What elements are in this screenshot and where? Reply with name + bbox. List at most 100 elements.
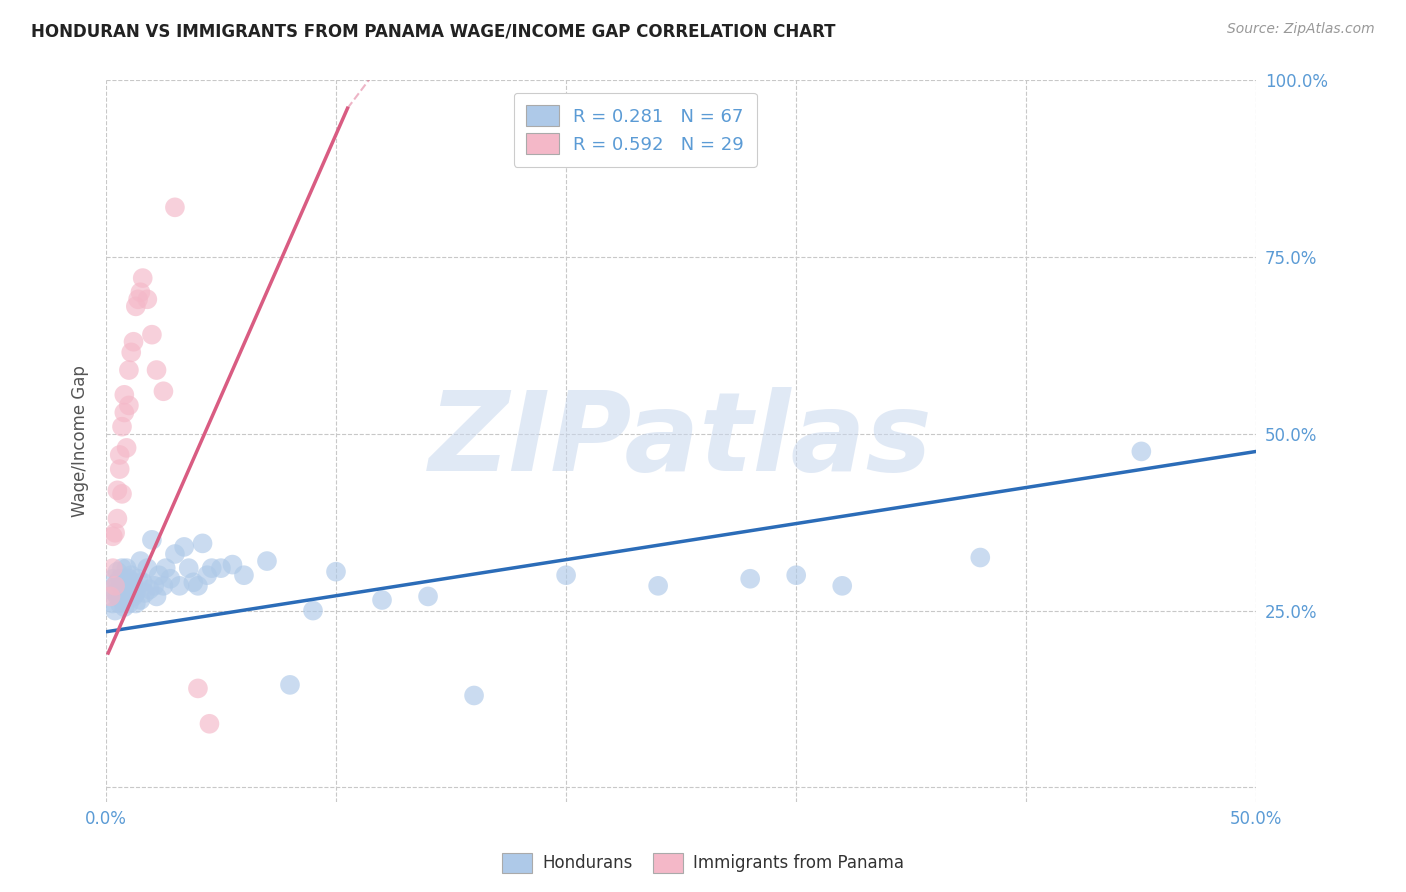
Point xyxy=(129,285,152,300)
Point xyxy=(104,586,127,600)
Text: HONDURAN VS IMMIGRANTS FROM PANAMA WAGE/INCOME GAP CORRELATION CHART: HONDURAN VS IMMIGRANTS FROM PANAMA WAGE/… xyxy=(31,22,835,40)
Point xyxy=(163,200,186,214)
Point xyxy=(120,568,142,582)
Point xyxy=(256,554,278,568)
Point xyxy=(132,575,155,590)
Text: ZIPatlas: ZIPatlas xyxy=(429,387,934,494)
Y-axis label: Wage/Income Gap: Wage/Income Gap xyxy=(72,365,89,516)
Point xyxy=(233,568,256,582)
Point xyxy=(112,586,135,600)
Point xyxy=(115,561,138,575)
Point xyxy=(195,568,218,582)
Point xyxy=(118,597,141,611)
Point xyxy=(463,689,485,703)
Point xyxy=(125,597,148,611)
Point xyxy=(122,575,145,590)
Point xyxy=(173,540,195,554)
Point xyxy=(118,363,141,377)
Point xyxy=(112,405,135,419)
Point xyxy=(647,579,669,593)
Point xyxy=(555,568,578,582)
Point xyxy=(115,590,138,604)
Point xyxy=(141,327,163,342)
Point xyxy=(148,568,170,582)
Point xyxy=(120,586,142,600)
Point xyxy=(101,597,124,611)
Point xyxy=(107,575,129,590)
Point xyxy=(107,590,129,604)
Point xyxy=(101,561,124,575)
Point xyxy=(118,572,141,586)
Point xyxy=(145,363,167,377)
Point xyxy=(122,590,145,604)
Point xyxy=(134,586,156,600)
Point xyxy=(107,511,129,525)
Text: Source: ZipAtlas.com: Source: ZipAtlas.com xyxy=(1227,22,1375,37)
Point xyxy=(108,572,131,586)
Point xyxy=(132,271,155,285)
Point xyxy=(111,593,134,607)
Point xyxy=(169,579,191,593)
Point xyxy=(159,572,181,586)
Point xyxy=(136,293,159,307)
Legend: R = 0.281   N = 67, R = 0.592   N = 29: R = 0.281 N = 67, R = 0.592 N = 29 xyxy=(513,93,756,167)
Point xyxy=(136,561,159,575)
Point xyxy=(115,441,138,455)
Point xyxy=(325,565,347,579)
Point xyxy=(129,554,152,568)
Point xyxy=(107,483,129,498)
Point xyxy=(201,561,224,575)
Point xyxy=(100,582,122,597)
Point xyxy=(138,582,160,597)
Point xyxy=(371,593,394,607)
Point xyxy=(111,582,134,597)
Point xyxy=(152,384,174,399)
Point xyxy=(785,568,807,582)
Point xyxy=(111,419,134,434)
Point xyxy=(221,558,243,572)
Point xyxy=(141,533,163,547)
Point xyxy=(163,547,186,561)
Point xyxy=(104,579,127,593)
Point xyxy=(112,575,135,590)
Point xyxy=(187,681,209,696)
Point xyxy=(198,716,221,731)
Point xyxy=(111,487,134,501)
Point xyxy=(183,575,205,590)
Point xyxy=(120,345,142,359)
Point xyxy=(111,561,134,575)
Point xyxy=(108,448,131,462)
Point xyxy=(101,529,124,543)
Point xyxy=(112,388,135,402)
Point xyxy=(143,579,166,593)
Point xyxy=(104,604,127,618)
Point xyxy=(177,561,200,575)
Point xyxy=(187,579,209,593)
Point xyxy=(118,399,141,413)
Point xyxy=(107,565,129,579)
Point xyxy=(108,597,131,611)
Point xyxy=(108,462,131,476)
Point xyxy=(831,579,853,593)
Point xyxy=(112,600,135,615)
Point xyxy=(118,582,141,597)
Point xyxy=(101,572,124,586)
Point xyxy=(278,678,301,692)
Point xyxy=(127,572,149,586)
Point xyxy=(145,590,167,604)
Point xyxy=(416,590,439,604)
Point xyxy=(125,586,148,600)
Point xyxy=(969,550,991,565)
Point xyxy=(129,593,152,607)
Point xyxy=(152,579,174,593)
Point xyxy=(209,561,232,575)
Point xyxy=(1130,444,1153,458)
Point xyxy=(155,561,177,575)
Point xyxy=(100,590,122,604)
Legend: Hondurans, Immigrants from Panama: Hondurans, Immigrants from Panama xyxy=(496,847,910,880)
Point xyxy=(104,525,127,540)
Point xyxy=(125,299,148,313)
Point xyxy=(127,293,149,307)
Point xyxy=(191,536,214,550)
Point xyxy=(122,334,145,349)
